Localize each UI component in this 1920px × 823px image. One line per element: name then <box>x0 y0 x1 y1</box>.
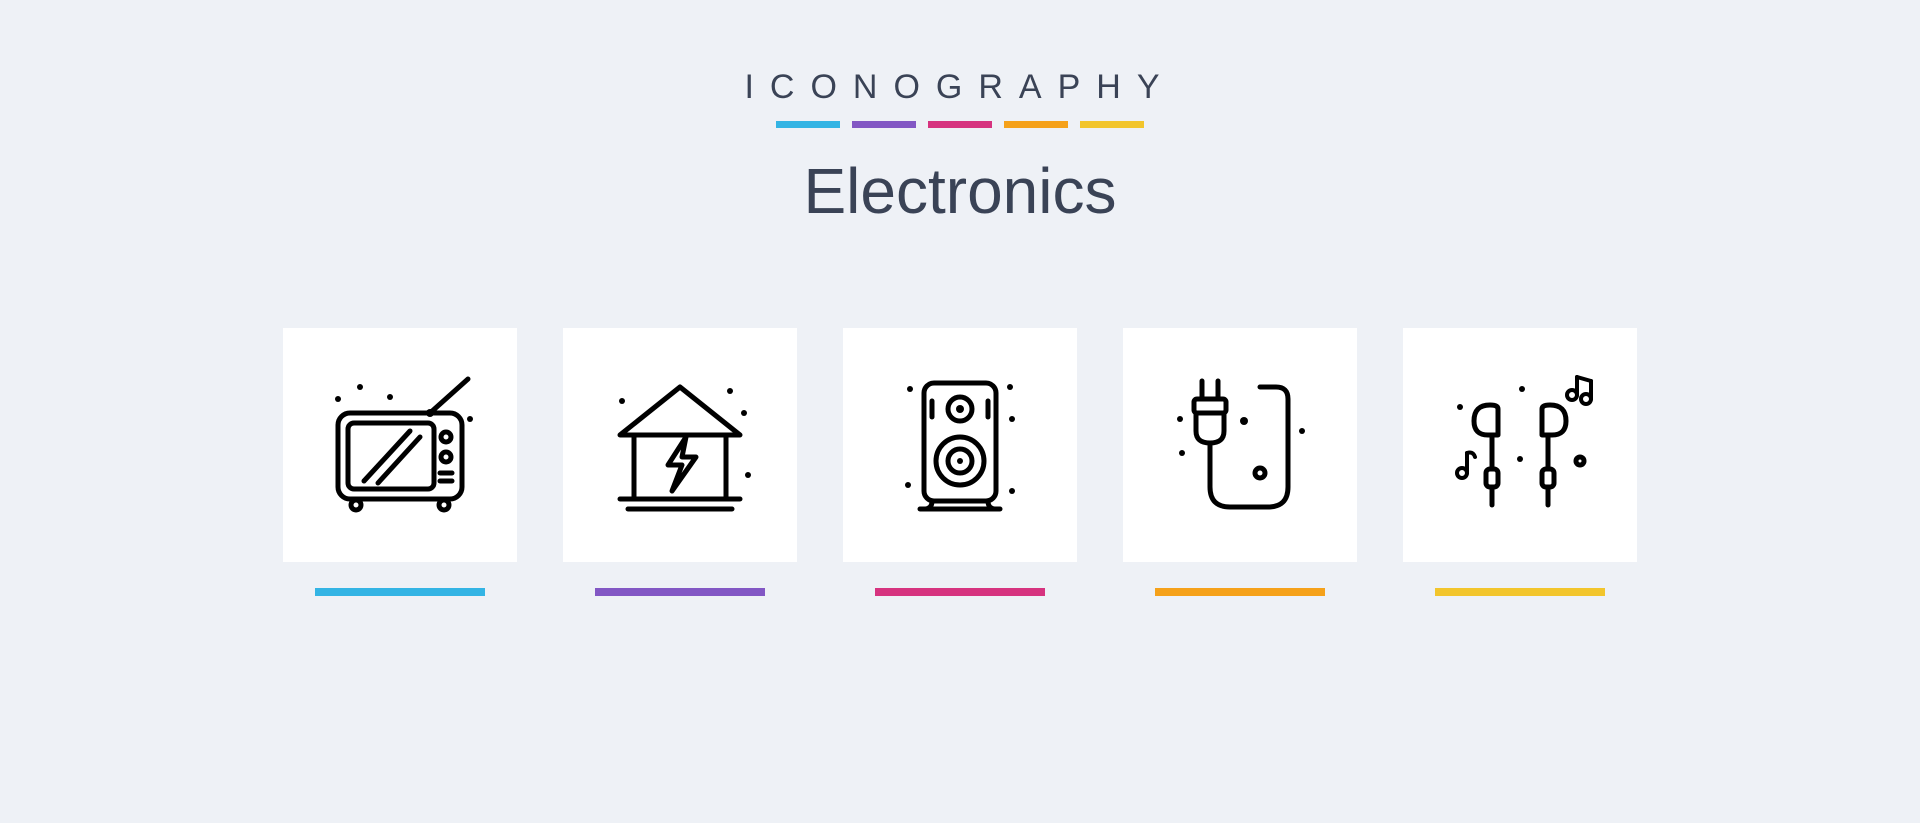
category-title: Electronics <box>744 154 1175 228</box>
stripe-3 <box>1004 121 1068 128</box>
brand-title: ICONOGRAPHY <box>744 68 1175 107</box>
card-underline <box>1435 588 1605 596</box>
icon-tile <box>563 328 797 562</box>
icon-card <box>843 328 1077 596</box>
icon-tile <box>843 328 1077 562</box>
stripe-0 <box>776 121 840 128</box>
television-icon <box>320 365 480 525</box>
speaker-icon <box>880 365 1040 525</box>
power-house-icon <box>600 365 760 525</box>
stripe-1 <box>852 121 916 128</box>
brand-stripes <box>744 121 1175 128</box>
power-plug-icon <box>1160 365 1320 525</box>
icon-card <box>1123 328 1357 596</box>
earphones-icon <box>1440 365 1600 525</box>
header: ICONOGRAPHY Electronics <box>744 68 1175 228</box>
card-underline <box>595 588 765 596</box>
icon-tile <box>283 328 517 562</box>
icon-card <box>283 328 517 596</box>
icon-tile <box>1403 328 1637 562</box>
stripe-2 <box>928 121 992 128</box>
card-underline <box>315 588 485 596</box>
icon-card <box>1403 328 1637 596</box>
card-underline <box>1155 588 1325 596</box>
icon-card <box>563 328 797 596</box>
stripe-4 <box>1080 121 1144 128</box>
card-underline <box>875 588 1045 596</box>
icon-tile <box>1123 328 1357 562</box>
icon-grid <box>283 328 1637 596</box>
